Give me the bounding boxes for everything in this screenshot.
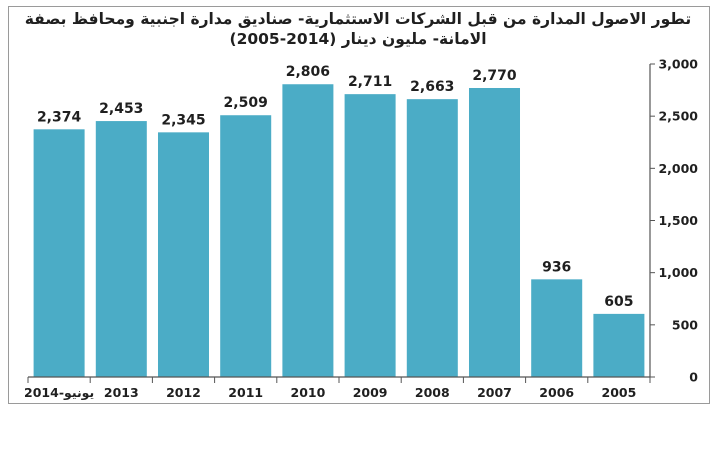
data-label: 2,711 <box>348 74 392 90</box>
data-label: 2,770 <box>472 68 517 84</box>
x-tick-label: 2013 <box>104 385 139 400</box>
bar <box>593 313 645 377</box>
bar <box>531 279 583 377</box>
chart-title-line2: الامانة- مليون دينار (2014-2005) <box>229 30 487 48</box>
x-tick-label: 2007 <box>477 385 512 400</box>
data-label: 2,663 <box>410 79 454 95</box>
data-label: 936 <box>542 259 571 275</box>
y-tick-label: 1,000 <box>658 265 698 280</box>
x-tick-label: 2012 <box>166 385 201 400</box>
y-tick-label: 0 <box>689 370 698 385</box>
chart-title-line1: تطور الاصول المدارة من قبل الشركات الاست… <box>24 10 692 28</box>
y-tick-label: 500 <box>672 317 698 332</box>
data-label: 2,453 <box>99 101 143 117</box>
value-labels-group: 2,374 2,453 2,345 2,509 2,806 2,711 2,663 2,770… <box>37 64 634 310</box>
x-tick-label: 2008 <box>415 385 450 400</box>
y-tick-label: 3,000 <box>658 57 698 72</box>
x-tick-label: 2009 <box>353 385 388 400</box>
bar <box>282 84 334 378</box>
x-ticks-group: يونيو-2014 2013 2012 2011 2010 2009 2008 2007 20… <box>24 385 636 400</box>
bar <box>33 129 85 377</box>
y-tick-label: 2,500 <box>658 109 698 124</box>
y-ticks-group: 0 500 1,000 1,500 2,000 2,500 3,000 <box>650 57 698 385</box>
data-label: 605 <box>604 294 633 310</box>
bar <box>468 87 521 377</box>
bar <box>157 132 210 377</box>
y-tick-label: 2,000 <box>658 161 698 176</box>
bars-group <box>33 84 645 378</box>
x-tick-label: يونيو-2014 <box>24 385 94 400</box>
chart-title: تطور الاصول المدارة من قبل الشركات الاست… <box>19 9 697 49</box>
bar <box>95 121 147 377</box>
x-tick-label: 2010 <box>291 385 326 400</box>
data-label: 2,509 <box>224 95 268 111</box>
x-tick-label: 2005 <box>602 385 637 400</box>
data-label: 2,806 <box>286 64 330 80</box>
bar <box>220 115 272 378</box>
bar <box>406 99 458 377</box>
data-label: 2,374 <box>37 109 82 125</box>
bar <box>344 94 396 377</box>
x-tick-label: 2011 <box>228 385 263 400</box>
y-tick-label: 1,500 <box>658 213 698 228</box>
data-label: 2,345 <box>161 112 205 128</box>
x-tick-label: 2006 <box>539 385 574 400</box>
